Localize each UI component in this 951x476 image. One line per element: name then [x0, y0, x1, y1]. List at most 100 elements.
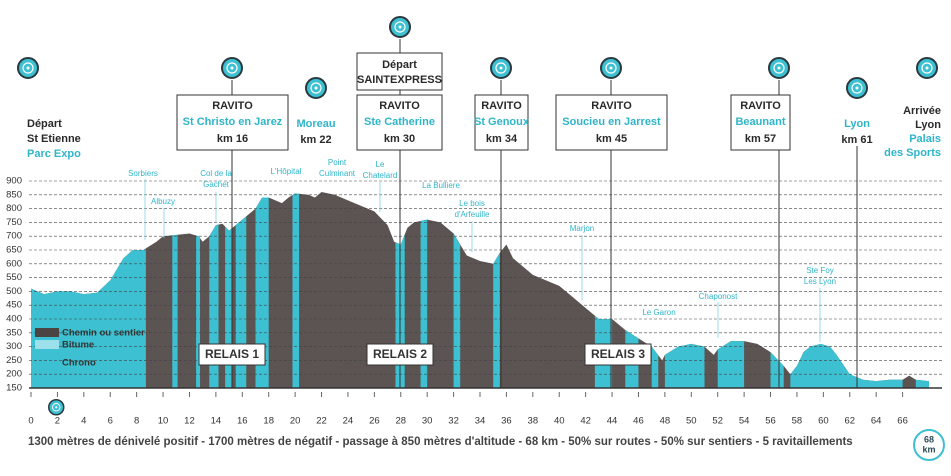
bitume-segment: [225, 192, 232, 388]
footer: 1300 mètres de dénivelé positif - 1700 m…: [28, 436, 853, 448]
station-box: [356, 52, 443, 91]
x-tick-label: 42: [580, 416, 591, 427]
place-label: Le Garon: [642, 308, 675, 317]
station-text: St Genoux: [474, 116, 530, 128]
station-text: km 57: [745, 133, 776, 145]
station-text: Ste Catherine: [364, 116, 435, 128]
x-tick-label: 0: [28, 416, 33, 427]
y-tick-label: 400: [6, 314, 22, 325]
station-text: SAINTEXPRESS: [357, 74, 442, 86]
relais-label: RELAIS 2: [373, 347, 427, 361]
y-tick-label: 200: [6, 369, 22, 380]
places: Sorbiers Albuzy Col de la Gachet L'Hôpit…: [128, 158, 836, 342]
station-text: RAVITO: [212, 100, 253, 112]
station-text: Lyon: [844, 118, 870, 130]
place-label: L'Hôpital: [271, 167, 302, 176]
y-tick-label: 700: [6, 231, 22, 242]
place-label: Sorbiers: [128, 169, 158, 178]
x-tick-label: 32: [448, 416, 459, 427]
x-tick-label: 24: [343, 416, 354, 427]
chronos: [17, 16, 938, 99]
y-tick-label: 450: [6, 300, 22, 311]
relais-label: RELAIS 1: [205, 347, 259, 361]
station-box: [356, 94, 443, 151]
y-tick-label: 150: [6, 383, 22, 394]
station-text: km 45: [596, 133, 627, 145]
x-tick-label: 34: [475, 416, 486, 427]
station-text: Arrivée: [903, 105, 941, 117]
x-tick-label: 46: [633, 416, 644, 427]
station-text: km 22: [300, 134, 331, 146]
end-badge: [913, 429, 945, 461]
x-tick-label: 16: [237, 416, 248, 427]
station-box: [176, 94, 289, 151]
bitume-segment: [31, 192, 146, 388]
place-label: Les Lyon: [804, 277, 836, 286]
x-tick-label: 64: [871, 416, 882, 427]
place-label: La Bulliere: [422, 181, 460, 190]
x-tick-label: 14: [211, 416, 222, 427]
x-tick-label: 48: [660, 416, 671, 427]
station-text: Palais: [909, 133, 941, 145]
x-tick-label: 44: [607, 416, 618, 427]
place-label: Chatelard: [363, 171, 398, 180]
legend-swatch: [35, 328, 59, 337]
place-label: Col de la: [200, 169, 232, 178]
relais-box: [366, 343, 434, 366]
y-tick-label: 600: [6, 258, 22, 269]
x-tick-label: 2: [55, 416, 60, 427]
legend-label: Bitume: [62, 340, 94, 351]
stations: Départ St Etienne Parc Expo RAVITO St Ch…: [27, 52, 941, 160]
x-tick-label: 10: [158, 416, 169, 427]
place-label: Culminant: [319, 169, 356, 178]
x-tick-label: 58: [792, 416, 803, 427]
x-tick-label: 52: [712, 416, 723, 427]
y-tick-label: 250: [6, 355, 22, 366]
station-text: km 34: [486, 133, 518, 145]
bitume-segment: [292, 192, 300, 388]
place-label: Gachet: [203, 180, 230, 189]
relais-box: [198, 343, 266, 366]
station-text: Lyon: [915, 119, 941, 131]
station-text: RAVITO: [379, 100, 420, 112]
elevation-area: [31, 192, 929, 388]
x-tick-label: 38: [528, 416, 539, 427]
x-tick-label: 26: [369, 416, 380, 427]
end-badge-text: km: [922, 444, 935, 454]
y-tick-label: 900: [6, 176, 22, 187]
x-tick-label: 62: [844, 416, 855, 427]
x-tick-label: 30: [422, 416, 433, 427]
bitume-segment: [196, 192, 201, 388]
y-tick-label: 850: [6, 189, 22, 200]
place-label: Chaponost: [699, 292, 738, 301]
x-tick-label: 36: [501, 416, 512, 427]
x-tick-label: 8: [134, 416, 139, 427]
y-tick-label: 800: [6, 203, 22, 214]
y-tick-label: 550: [6, 272, 22, 283]
station-box: [730, 94, 791, 151]
place-label: d'Arfeuille: [455, 210, 490, 219]
y-tick-label: 650: [6, 245, 22, 256]
x-tick-label: 66: [897, 416, 908, 427]
bitume-segment: [493, 192, 500, 388]
station-text: km 16: [217, 133, 248, 145]
place-label: Point: [328, 158, 347, 167]
station-text: Parc Expo: [27, 148, 81, 160]
place-label: Albuzy: [151, 197, 175, 206]
station-text: RAVITO: [481, 100, 522, 112]
x-tick-label: 22: [316, 416, 327, 427]
relais-label: RELAIS 3: [591, 347, 645, 361]
y-tick-label: 300: [6, 341, 22, 352]
y-tick-label: 500: [6, 286, 22, 297]
station-text: Départ: [27, 118, 62, 130]
legend-label: Chemin ou sentier: [62, 328, 145, 339]
x-tick-label: 60: [818, 416, 829, 427]
station-text: St Christo en Jarez: [183, 116, 283, 128]
x-tick-label: 12: [184, 416, 195, 427]
end-badge-text: 68: [924, 434, 934, 444]
legend-label: Chrono: [62, 358, 96, 369]
bitume-segment: [235, 192, 247, 388]
bitume-segment: [915, 192, 929, 388]
station-box: [555, 94, 668, 151]
